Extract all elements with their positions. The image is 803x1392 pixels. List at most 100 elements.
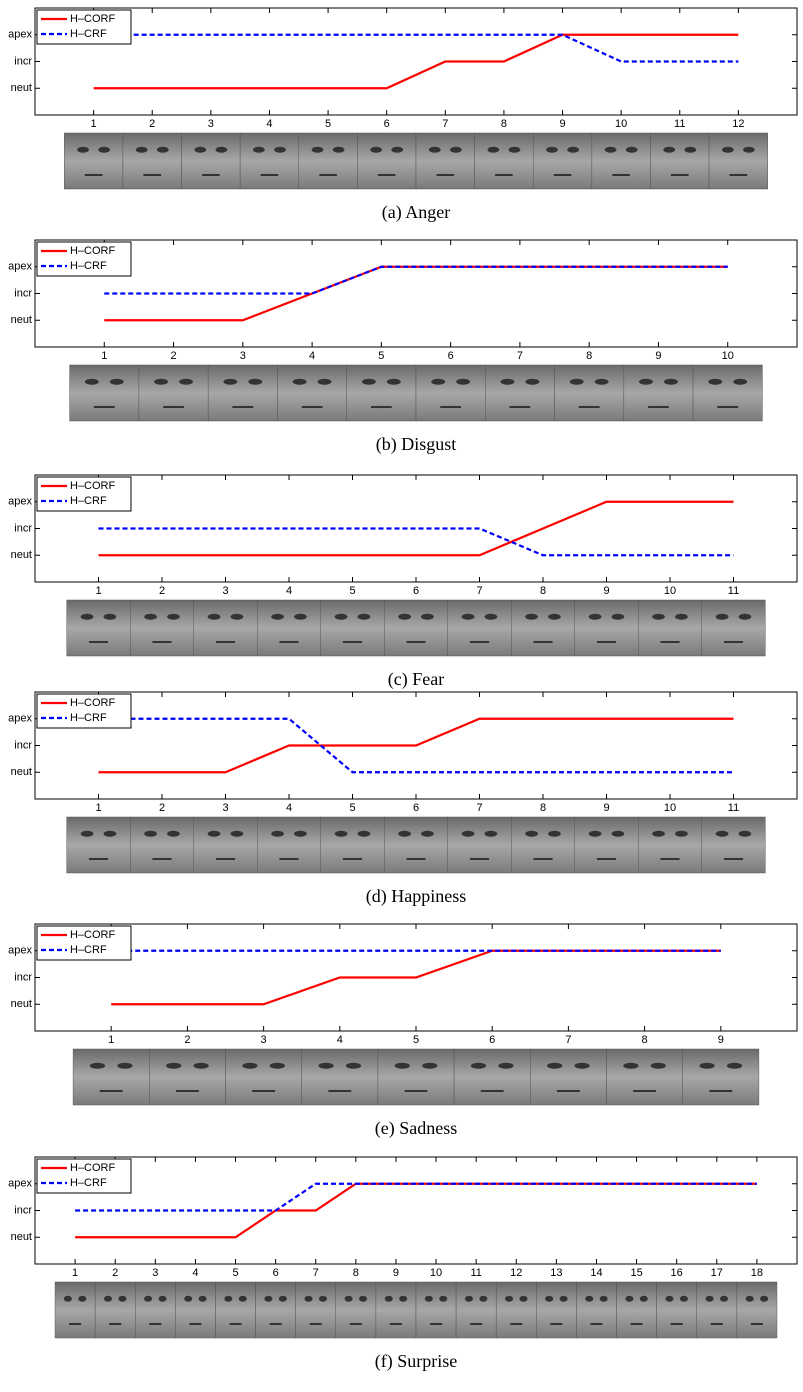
face-eye xyxy=(399,1296,407,1302)
x-tick-label: 8 xyxy=(586,350,592,362)
face-eye xyxy=(98,147,110,153)
face-eye xyxy=(193,1063,208,1069)
face-frame xyxy=(215,1282,255,1338)
face-eye xyxy=(154,379,168,385)
face-eye xyxy=(547,1063,562,1069)
face-frame xyxy=(638,600,702,656)
x-tick-label: 15 xyxy=(630,1267,642,1279)
legend-label: H–CORF xyxy=(70,13,116,25)
caption: (e) Sadness xyxy=(375,1118,457,1139)
x-tick-label: 13 xyxy=(550,1267,562,1279)
y-tick-label: apex xyxy=(8,1178,32,1190)
face-eye xyxy=(199,1296,207,1302)
x-tick-label: 1 xyxy=(101,350,107,362)
face-eye xyxy=(231,831,244,837)
face-eye xyxy=(699,1063,714,1069)
face-frame xyxy=(533,133,592,189)
face-eye xyxy=(450,147,462,153)
face-eye xyxy=(144,1296,152,1302)
face-frame xyxy=(456,1282,496,1338)
face-eye xyxy=(716,614,729,620)
face-eye xyxy=(720,1296,728,1302)
legend-label: H–CORF xyxy=(70,245,116,257)
face-eye xyxy=(90,1063,105,1069)
face-frame xyxy=(130,600,194,656)
face-frame xyxy=(302,1049,378,1105)
face-eye xyxy=(612,614,625,620)
face-frame xyxy=(336,1282,376,1338)
face-eye xyxy=(485,614,498,620)
face-eye xyxy=(570,379,584,385)
face-eye xyxy=(760,1296,768,1302)
face-frame xyxy=(347,365,416,421)
legend-label: H–CRF xyxy=(70,1177,107,1189)
x-tick-label: 18 xyxy=(751,1267,763,1279)
face-eye xyxy=(421,614,434,620)
legend-label: H–CORF xyxy=(70,1162,116,1174)
face-eye xyxy=(318,379,332,385)
face-frame xyxy=(55,1282,95,1338)
face-frame xyxy=(416,133,475,189)
x-tick-label: 8 xyxy=(353,1267,359,1279)
face-eye xyxy=(727,1063,742,1069)
x-tick-label: 7 xyxy=(517,350,523,362)
face-eye xyxy=(739,614,752,620)
face-eye xyxy=(85,379,99,385)
face-eye xyxy=(294,831,307,837)
face-frame xyxy=(73,1049,149,1105)
x-tick-label: 6 xyxy=(489,1034,495,1046)
x-tick-label: 2 xyxy=(159,802,165,814)
face-eye xyxy=(663,147,675,153)
x-tick-label: 10 xyxy=(430,1267,442,1279)
face-frame xyxy=(448,817,512,873)
face-eye xyxy=(359,1296,367,1302)
x-tick-label: 7 xyxy=(442,118,448,130)
face-eye xyxy=(675,831,688,837)
face-eye xyxy=(485,831,498,837)
face-eye xyxy=(318,1063,333,1069)
face-eye xyxy=(519,1296,527,1302)
legend-label: H–CORF xyxy=(70,697,116,709)
face-eye xyxy=(167,614,180,620)
y-tick-label: apex xyxy=(8,261,32,273)
x-tick-label: 11 xyxy=(728,585,739,597)
face-frame xyxy=(485,365,554,421)
y-tick-label: neut xyxy=(11,549,32,561)
face-eye xyxy=(81,614,94,620)
face-eye xyxy=(652,831,665,837)
face-eye xyxy=(722,147,734,153)
legend-label: H–CRF xyxy=(70,944,107,956)
x-tick-label: 2 xyxy=(170,350,176,362)
x-tick-label: 6 xyxy=(384,118,390,130)
face-eye xyxy=(391,147,403,153)
y-tick-label: apex xyxy=(8,713,32,725)
x-tick-label: 6 xyxy=(413,585,419,597)
face-frame xyxy=(384,817,448,873)
face-frame xyxy=(123,133,182,189)
face-frame xyxy=(194,817,258,873)
face-eye xyxy=(439,1296,447,1302)
face-eye xyxy=(144,831,157,837)
x-tick-label: 7 xyxy=(476,585,482,597)
x-tick-label: 10 xyxy=(722,350,734,362)
face-eye xyxy=(216,147,228,153)
x-tick-label: 1 xyxy=(108,1034,114,1046)
series-line xyxy=(94,35,739,62)
caption: (c) Fear xyxy=(388,669,444,690)
face-eye xyxy=(223,379,237,385)
face-eye xyxy=(623,1063,638,1069)
face-eye xyxy=(78,1296,86,1302)
face-eye xyxy=(136,147,148,153)
face-eye xyxy=(385,1296,393,1302)
face-frame xyxy=(384,600,448,656)
series-line xyxy=(99,719,734,773)
y-tick-label: incr xyxy=(14,739,32,751)
face-frame xyxy=(448,600,512,656)
face-eye xyxy=(505,1296,513,1302)
face-eye xyxy=(479,1296,487,1302)
face-eye xyxy=(600,1296,608,1302)
y-tick-label: incr xyxy=(14,522,32,534)
face-eye xyxy=(462,831,475,837)
face-frame xyxy=(511,600,575,656)
face-eye xyxy=(184,1296,192,1302)
